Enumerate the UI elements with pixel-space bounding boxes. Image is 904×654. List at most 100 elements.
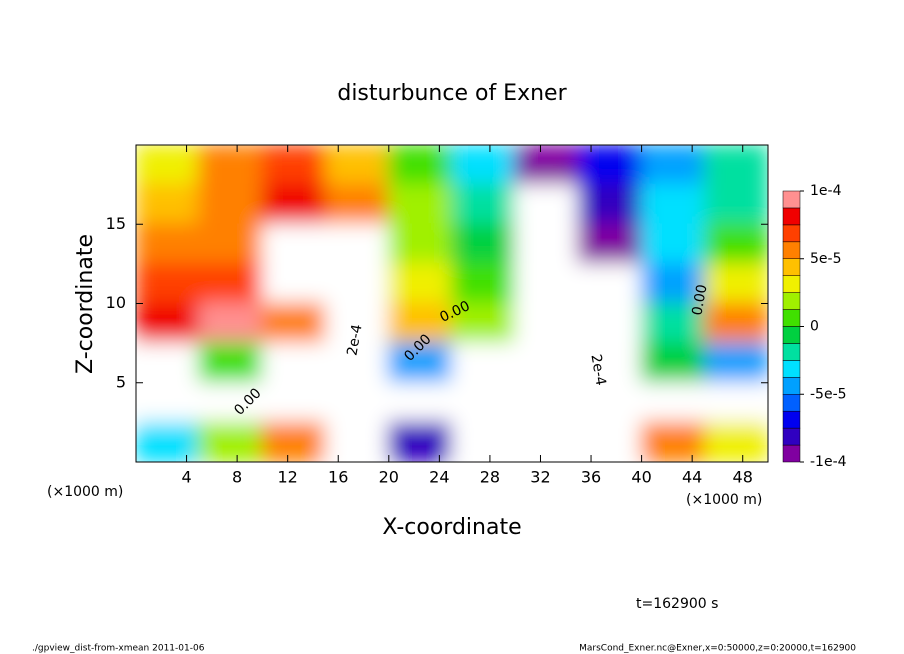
cell <box>324 302 390 345</box>
cell <box>514 223 580 265</box>
x-axis-label: X-coordinate <box>382 515 521 540</box>
colorbar-swatch <box>782 275 801 293</box>
colorbar-swatch <box>782 224 801 243</box>
cell <box>577 342 643 384</box>
x-tick-label: 28 <box>480 468 500 487</box>
cells <box>136 145 768 462</box>
cell <box>451 342 517 384</box>
colorbar-tick-label: 0 <box>810 319 819 335</box>
cell <box>261 262 327 305</box>
cell <box>261 342 327 384</box>
cell <box>577 421 643 462</box>
cell <box>640 342 706 384</box>
cell <box>640 302 706 345</box>
footer-left: ./gpview_dist-from-xmean 2011-01-06 <box>32 644 205 654</box>
x-tick-label: 12 <box>278 468 298 487</box>
cell <box>136 302 201 345</box>
cell <box>136 223 201 265</box>
cell <box>198 342 264 384</box>
cell <box>261 302 327 345</box>
colorbar-tick-label: 5e-5 <box>810 251 841 267</box>
y-tick-label: 5 <box>116 372 126 391</box>
cell <box>387 223 453 265</box>
colorbar-swatch <box>782 377 801 395</box>
cell <box>261 421 327 462</box>
x-tick-label: 48 <box>733 468 753 487</box>
colorbar-swatch <box>782 292 801 310</box>
cell <box>451 302 517 345</box>
cell <box>387 421 453 462</box>
contour-label: 2e-4 <box>587 353 608 387</box>
cell <box>261 183 327 226</box>
cell <box>640 183 706 226</box>
cell <box>703 262 768 305</box>
cell <box>198 421 264 462</box>
colorbar-tick-label: -5e-5 <box>810 386 847 402</box>
cell <box>451 183 517 226</box>
colorbar-swatch <box>782 258 801 276</box>
cell <box>451 381 517 424</box>
y-tick-label: 10 <box>106 293 126 312</box>
cell <box>198 183 264 226</box>
cell <box>198 302 264 345</box>
cell <box>703 183 768 226</box>
cell <box>261 145 327 186</box>
cell <box>387 381 453 424</box>
cell <box>577 381 643 424</box>
chart-title: disturbunce of Exner <box>337 81 567 106</box>
cell <box>514 183 580 226</box>
field <box>136 145 768 462</box>
cell <box>451 262 517 305</box>
cell <box>640 421 706 462</box>
cell <box>577 302 643 345</box>
contour-label: 2e-4 <box>344 323 365 357</box>
colorbar-tick-label: -1e-4 <box>810 454 847 470</box>
colorbar-tick-label: 1e-4 <box>810 183 842 199</box>
cell <box>387 145 453 186</box>
cell <box>640 145 706 186</box>
cell <box>577 183 643 226</box>
y-axis-label: Z-coordinate <box>73 234 98 374</box>
cell <box>703 223 768 265</box>
colorbar-swatch <box>782 241 801 259</box>
cell <box>136 183 201 226</box>
colorbar-swatch <box>782 190 801 209</box>
cell <box>514 145 580 186</box>
colorbar-swatch <box>782 427 801 446</box>
cell <box>136 381 201 424</box>
cell <box>324 381 390 424</box>
colorbar-swatch <box>782 207 801 226</box>
colorbar-swatch <box>782 444 801 463</box>
cell <box>261 381 327 424</box>
x-tick-label: 8 <box>232 468 242 487</box>
cell <box>387 342 453 384</box>
x-tick-label: 16 <box>328 468 348 487</box>
cell <box>451 223 517 265</box>
colorbar-swatch <box>782 309 801 327</box>
x-tick-label: 4 <box>181 468 191 487</box>
cell <box>387 262 453 305</box>
colorbar-swatch <box>782 394 801 412</box>
cell <box>703 145 768 186</box>
cell <box>577 223 643 265</box>
cell <box>136 342 201 384</box>
colorbar-swatch <box>782 326 801 344</box>
cell <box>451 421 517 462</box>
cell <box>324 342 390 384</box>
cell <box>703 342 768 384</box>
x-tick-label: 40 <box>631 468 651 487</box>
cell <box>703 302 768 345</box>
x-tick-label: 36 <box>581 468 601 487</box>
y-tick-label: 15 <box>106 214 126 233</box>
cell <box>198 262 264 305</box>
cell <box>261 223 327 265</box>
cell <box>198 381 264 424</box>
cell <box>703 421 768 462</box>
x-unit: (×1000 m) <box>686 492 762 508</box>
cell <box>451 145 517 186</box>
cell <box>640 262 706 305</box>
cell <box>136 262 201 305</box>
time-label: t=162900 s <box>636 596 718 612</box>
cell <box>514 342 580 384</box>
x-tick-label: 44 <box>682 468 702 487</box>
